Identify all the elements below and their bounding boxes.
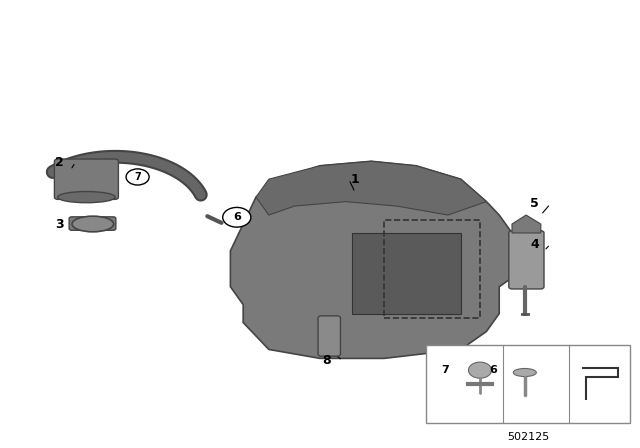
Text: 7: 7 [134,172,141,182]
FancyBboxPatch shape [69,217,116,230]
Text: 502125: 502125 [507,432,549,442]
Text: 2: 2 [55,155,64,169]
Polygon shape [230,161,512,358]
Circle shape [223,207,251,227]
Polygon shape [256,161,486,215]
Text: 8: 8 [322,354,331,367]
Circle shape [468,362,492,378]
FancyBboxPatch shape [54,159,118,199]
Bar [384,220,480,318]
Bar [426,345,630,423]
Ellipse shape [72,216,114,232]
Text: 7: 7 [441,365,449,375]
Text: 5: 5 [530,197,539,211]
Polygon shape [352,233,461,314]
Text: 6: 6 [233,212,241,222]
Ellipse shape [58,192,115,202]
FancyBboxPatch shape [318,316,340,356]
FancyBboxPatch shape [509,231,544,289]
Ellipse shape [513,368,536,376]
Text: 3: 3 [55,218,64,232]
Text: 1: 1 [351,172,360,186]
Circle shape [126,169,149,185]
Polygon shape [512,215,541,233]
Text: 4: 4 [530,237,539,251]
Text: 6: 6 [489,365,497,375]
